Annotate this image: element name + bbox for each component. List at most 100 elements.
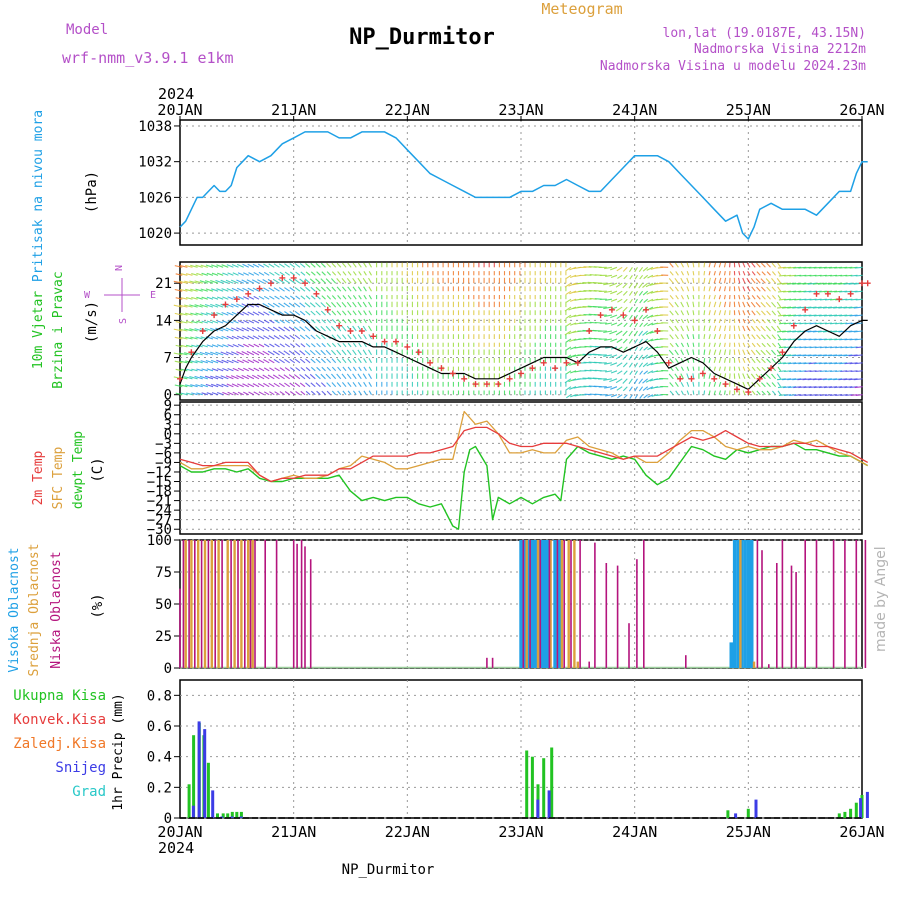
wind-barb	[703, 349, 706, 355]
wind-barb	[279, 367, 285, 372]
wind-barb	[761, 271, 766, 276]
y-tick-label: 21	[155, 276, 172, 292]
wind-barb	[708, 325, 711, 332]
wind-barb	[310, 271, 316, 276]
wind-barb	[243, 319, 250, 324]
wind-barb	[835, 322, 843, 325]
wind-barb	[669, 262, 674, 268]
wind-barb	[729, 373, 731, 379]
wind-barb	[175, 392, 183, 396]
wind-barb	[609, 330, 618, 335]
wind-barb	[368, 318, 372, 324]
gust-marker	[324, 306, 331, 313]
wind-barb	[568, 378, 577, 383]
wind-barb	[195, 384, 203, 388]
wind-barb	[628, 330, 633, 337]
wind-barb	[583, 313, 592, 316]
wind-barb	[305, 343, 311, 348]
wind-barb	[326, 295, 331, 300]
wind-barb	[756, 382, 761, 388]
y-tick-label: 0.4	[147, 750, 172, 766]
wind-barb	[331, 310, 337, 316]
wind-barb	[638, 282, 644, 289]
wind-barb	[206, 344, 214, 348]
wind-barb	[629, 298, 633, 304]
wind-barb	[809, 322, 817, 325]
wind-barb	[363, 342, 367, 348]
wind-barb	[629, 394, 633, 399]
cloud-bar	[576, 661, 579, 668]
wind-barb	[742, 342, 746, 348]
wind-barb	[279, 271, 285, 276]
wind-barb	[316, 271, 321, 276]
wind-barb	[320, 310, 326, 316]
wind-barb	[263, 359, 270, 364]
wind-barb	[610, 266, 618, 271]
wind-barb	[675, 366, 679, 372]
wind-barb	[247, 311, 255, 316]
wind-barb	[777, 262, 782, 268]
wind-barb	[569, 266, 577, 271]
wind-barb	[269, 271, 275, 276]
wind-barb	[352, 358, 357, 364]
wind-barb	[231, 335, 239, 340]
wind-barb	[320, 262, 326, 268]
wind-barb	[363, 286, 367, 292]
y-tick-label: −15	[147, 475, 172, 491]
wind-barb	[639, 370, 644, 375]
wind-barb	[617, 394, 623, 399]
precip-bar	[536, 799, 540, 818]
cloud-low-title: Niska Oblacnost	[49, 551, 64, 668]
wind-barb	[615, 282, 623, 288]
wind-barb	[718, 318, 722, 324]
wind-barb	[180, 344, 188, 348]
wind-barb	[243, 296, 250, 300]
wind-barb	[639, 346, 644, 352]
wind-barb	[565, 298, 572, 303]
wind-barb	[222, 296, 229, 300]
wind-barb	[284, 271, 291, 276]
wind-barb	[723, 349, 727, 356]
wind-barb	[603, 282, 612, 286]
wind-barb	[263, 391, 270, 396]
wind-barb	[803, 362, 812, 365]
wind-barb	[564, 330, 572, 336]
wind-barb	[668, 301, 674, 308]
wind-barb	[257, 335, 265, 340]
wind-barb	[669, 271, 674, 276]
wind-barb	[300, 390, 306, 396]
gust-marker	[836, 296, 843, 303]
wind-barb	[802, 282, 812, 285]
wind-barb	[850, 346, 858, 349]
gust-marker	[574, 359, 581, 366]
gust-marker	[597, 312, 604, 319]
wind-barb	[257, 263, 265, 268]
wind-barb	[336, 334, 342, 340]
wind-barb	[357, 277, 362, 284]
wind-barb	[217, 320, 224, 324]
wind-barb	[358, 342, 362, 348]
y-tick-label: −24	[147, 503, 172, 519]
wind-barb	[610, 394, 618, 398]
wind-barb	[263, 382, 270, 388]
wind-barb	[226, 287, 234, 292]
wind-barb	[777, 294, 782, 300]
wind-barb	[680, 373, 684, 380]
wind-barb	[341, 373, 347, 380]
precip-bar	[550, 747, 554, 818]
wind-barb	[253, 367, 260, 372]
wind-barb	[211, 264, 219, 268]
wind-barb	[284, 319, 291, 324]
wind-barb	[316, 342, 321, 348]
precip-legend-item: Ukupna Kisa	[13, 688, 106, 704]
wind-barb	[610, 386, 618, 390]
wind-barb	[236, 263, 244, 268]
wind-barb	[199, 304, 208, 308]
wind-barb	[686, 349, 690, 356]
wind-barb	[257, 311, 265, 316]
wind-barb	[299, 358, 306, 364]
wind-barb	[766, 262, 771, 268]
wind-barb	[217, 344, 224, 348]
wind-barb	[703, 301, 706, 308]
wind-barb	[746, 325, 751, 332]
